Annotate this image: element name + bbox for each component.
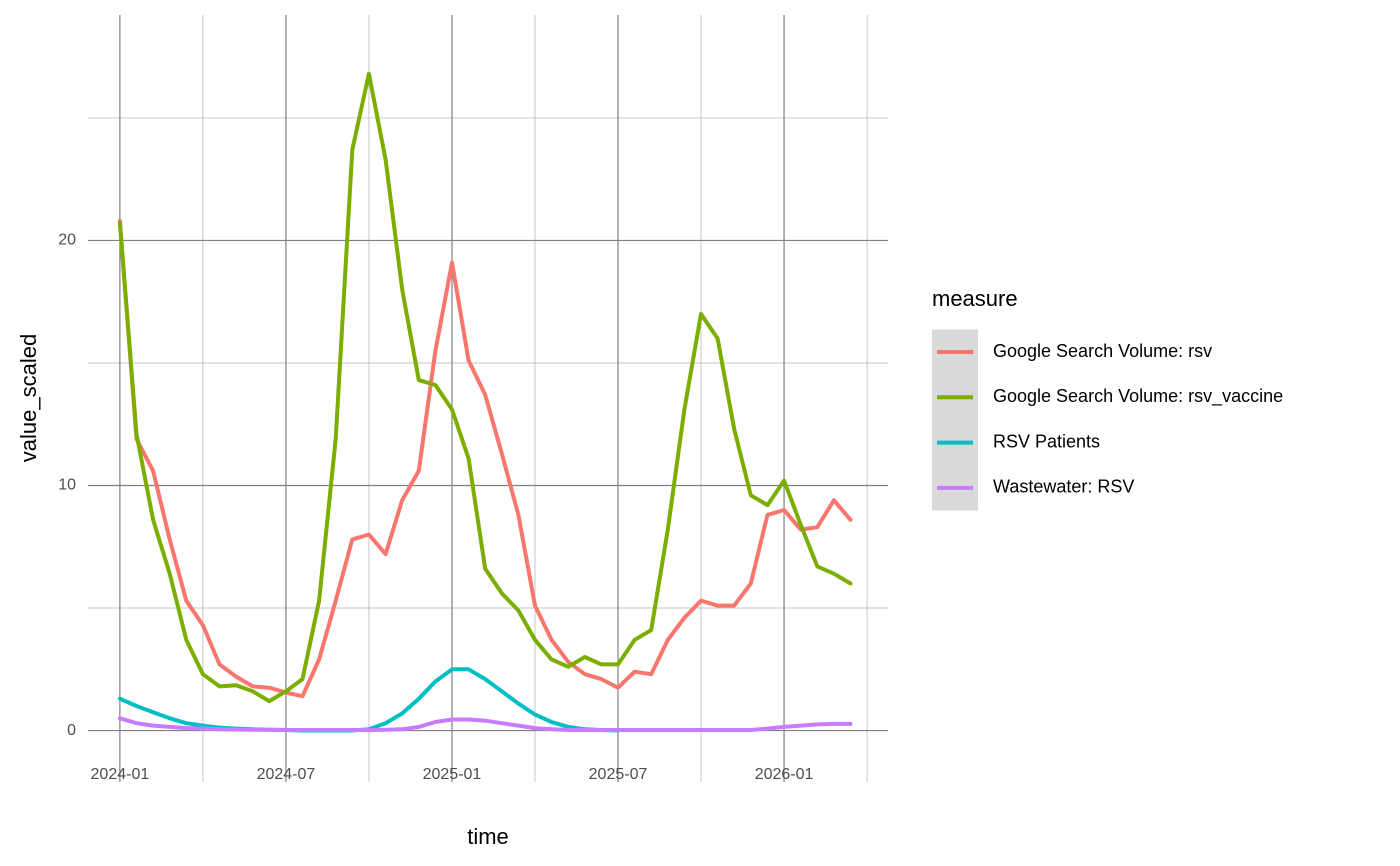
- legend: Google Search Volume: rsv Google Search V…: [932, 329, 1283, 511]
- y-axis-title: value_scaled: [16, 334, 41, 462]
- x-tick-label: 2024-01: [91, 766, 150, 783]
- y-tick-label: 0: [67, 722, 76, 739]
- grid: 0 10 20 2024-01 2024-07 2025-01 2025-07 2026-01: [58, 15, 888, 783]
- x-axis-title: time: [467, 824, 509, 849]
- x-tick-label: 2025-07: [589, 766, 648, 783]
- series-line: [117, 71, 853, 704]
- x-tick-label: 2024-07: [257, 766, 316, 783]
- x-tick-label: 2025-01: [423, 766, 482, 783]
- y-tick-label: 20: [58, 232, 76, 249]
- y-tick-label: 10: [58, 477, 76, 494]
- series-line: [117, 218, 853, 699]
- series-line: [117, 716, 853, 732]
- lines: [117, 71, 853, 733]
- legend-label: Google Search Volume: rsv: [993, 341, 1212, 361]
- x-tick-label: 2026-01: [755, 766, 814, 783]
- legend-label: Wastewater: RSV: [993, 477, 1134, 497]
- legend-title: measure: [932, 286, 1018, 311]
- legend-label: Google Search Volume: rsv_vaccine: [993, 386, 1283, 407]
- legend-label: RSV Patients: [993, 431, 1100, 451]
